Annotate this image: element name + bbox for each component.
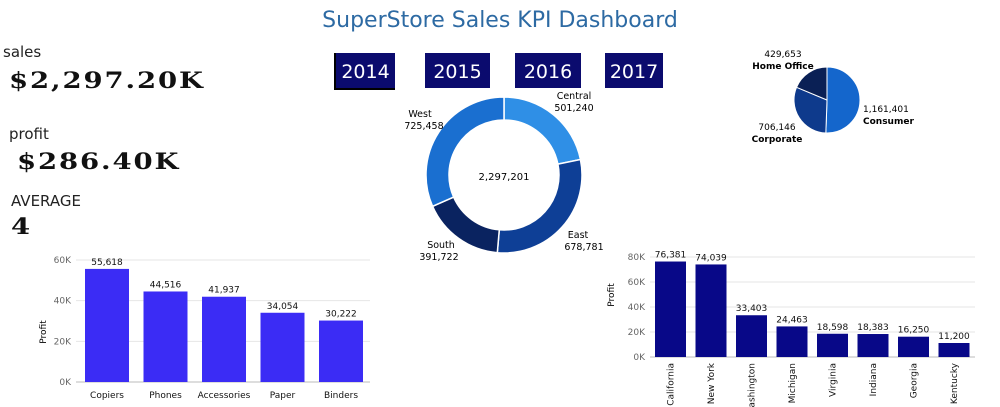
pie-label-corporate-name: Corporate: [752, 135, 803, 145]
category-profit-chart: 0K 20K 40K 60K Profit 55,618 Copiers 44,516 Ph…: [39, 256, 370, 401]
bar-washington[interactable]: [736, 315, 767, 357]
y-tick-label: 60K: [628, 278, 646, 288]
donut-label-east-value: 678,781: [564, 242, 603, 253]
y-tick-label: 0K: [633, 353, 646, 363]
bar-value-label: 30,222: [325, 310, 357, 320]
bar-value-label: 24,463: [776, 315, 808, 325]
donut-label-south-name: South: [427, 240, 455, 251]
year-button-2015[interactable]: 2015: [425, 53, 490, 88]
bar-value-label: 76,381: [655, 251, 687, 261]
bar-value-label: 55,618: [91, 258, 123, 268]
donut-label-east-name: East: [568, 230, 589, 241]
bar-binders[interactable]: [319, 320, 363, 382]
pie-label-corporate-value: 706,146: [758, 123, 795, 133]
donut-label-south-value: 391,722: [419, 252, 458, 263]
bar-value-label: 41,937: [208, 286, 240, 296]
pie-label-home-office-value: 429,653: [764, 50, 801, 60]
bar-value-label: 11,200: [938, 332, 970, 342]
x-category-label: Binders: [324, 391, 358, 401]
y-tick-label: 20K: [54, 337, 72, 347]
bar-georgia[interactable]: [898, 336, 929, 357]
bar-value-label: 44,516: [150, 280, 182, 290]
y-tick-label: 60K: [54, 256, 72, 266]
year-button-2017[interactable]: 2017: [605, 53, 663, 88]
x-category-label: Accessories: [198, 391, 251, 401]
segment-pie-chart: 429,653 Home Office 1,161,401 Consumer 7…: [752, 50, 915, 145]
y-tick-label: 40K: [54, 297, 72, 307]
x-category-label: Phones: [149, 391, 182, 401]
average-value: 4: [11, 214, 33, 240]
sales-value: $2,297.20K: [9, 68, 205, 94]
y-tick-label: 80K: [628, 253, 646, 263]
donut-slice-west[interactable]: [425, 96, 505, 208]
bar-indiana[interactable]: [857, 334, 889, 357]
bar-virginia[interactable]: [817, 333, 848, 357]
x-category-label: Indiana: [869, 363, 879, 396]
profit-value: $286.40K: [17, 149, 181, 175]
x-category-label: Kentucky: [950, 362, 960, 404]
x-category-label: Washington: [748, 363, 758, 407]
year-button-2016[interactable]: 2016: [515, 53, 581, 88]
pie-slice-consumer[interactable]: [825, 66, 861, 134]
x-category-label: Virginia: [829, 363, 839, 397]
bar-value-label: 16,250: [898, 326, 930, 336]
bar-paper[interactable]: [260, 312, 305, 382]
pie-label-consumer-name: Consumer: [863, 117, 914, 127]
bar-accessories[interactable]: [202, 296, 246, 382]
region-donut-chart: 2,297,201 Central 501,240 East 678,781 S…: [404, 91, 603, 263]
bar-michigan[interactable]: [776, 326, 808, 357]
x-category-label: Paper: [270, 391, 296, 401]
x-category-label: Georgia: [910, 363, 920, 398]
pie-label-consumer-value: 1,161,401: [863, 105, 909, 115]
donut-label-west-name: West: [408, 109, 432, 120]
bar-copiers[interactable]: [85, 268, 129, 382]
donut-label-central-value: 501,240: [554, 103, 593, 114]
profit-label: profit: [9, 125, 49, 143]
x-category-label: Michigan: [788, 363, 798, 403]
year-button-2014[interactable]: 2014: [334, 53, 395, 90]
bar-california[interactable]: [655, 261, 686, 357]
y-tick-label: 40K: [628, 303, 646, 313]
state-profit-chart: 0K 20K 40K 60K 80K Profit 76,381 California 74…: [607, 251, 975, 407]
donut-center-label: 2,297,201: [479, 172, 530, 183]
bar-phones[interactable]: [143, 291, 188, 382]
bar-value-label: 18,383: [857, 323, 889, 333]
x-category-label: Copiers: [90, 391, 124, 401]
sales-label: sales: [3, 43, 42, 61]
bar-new-york[interactable]: [695, 264, 727, 357]
bar-kentucky[interactable]: [938, 343, 970, 357]
pie-slice-home-office[interactable]: [795, 66, 828, 101]
pie-label-home-office-name: Home Office: [752, 62, 813, 72]
bar-value-label: 74,039: [695, 253, 727, 263]
bar-value-label: 34,054: [267, 302, 299, 312]
x-category-label: California: [667, 363, 677, 406]
dashboard-title: SuperStore Sales KPI Dashboard: [322, 8, 678, 33]
bar-value-label: 18,598: [817, 323, 849, 333]
bar-value-label: 33,403: [736, 304, 768, 314]
y-tick-label: 20K: [628, 328, 646, 338]
x-category-label: New York: [707, 362, 717, 404]
donut-label-central-name: Central: [557, 91, 592, 102]
state-chart-ylabel: Profit: [607, 283, 617, 307]
average-label: AVERAGE: [11, 192, 81, 210]
category-chart-ylabel: Profit: [39, 320, 49, 344]
donut-label-west-value: 725,458: [404, 121, 443, 132]
pie-slice-corporate[interactable]: [793, 86, 828, 134]
y-tick-label: 0K: [59, 378, 72, 388]
